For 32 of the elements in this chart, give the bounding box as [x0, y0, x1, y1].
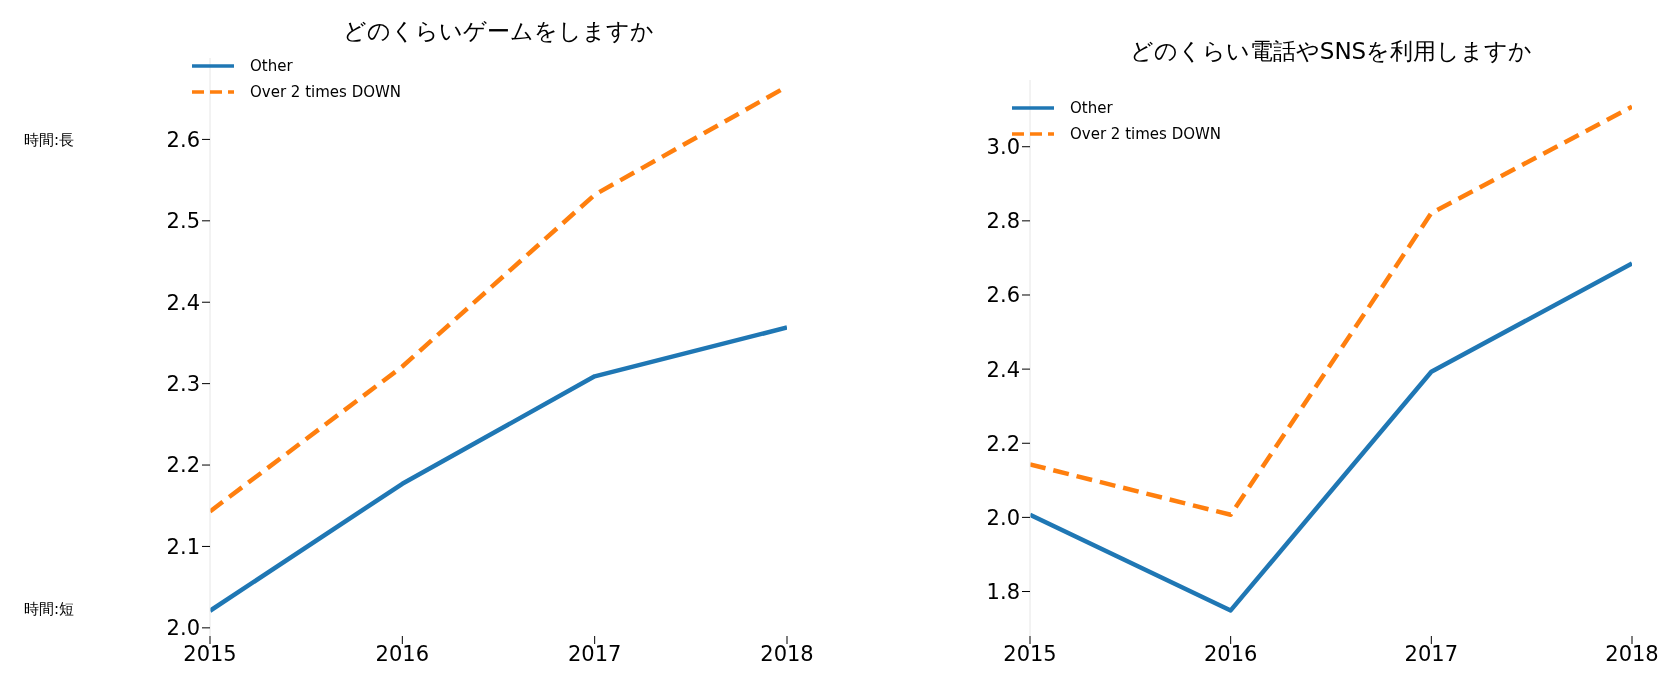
- line-series: [1030, 261, 1632, 613]
- x-tick-label: 2015: [1003, 641, 1057, 666]
- legend-label: Other: [250, 57, 293, 75]
- y-tick-label: 2.2: [986, 431, 1020, 456]
- text: 時間:短: [24, 599, 75, 619]
- y-tick-label: 2.1: [166, 534, 200, 559]
- x-tick-label: 2016: [1203, 641, 1258, 666]
- y-tick-label: 2.5: [166, 209, 200, 234]
- y-tick-label: 1.8: [986, 579, 1020, 604]
- y-tick-label: 2.0: [166, 616, 200, 641]
- x-tick-label: 2017: [1404, 641, 1459, 666]
- y-tick-label: 2.6: [986, 283, 1020, 308]
- y-tick-label: 2.3: [166, 372, 200, 397]
- x-tick-label: 2016: [375, 641, 430, 666]
- x-tick-label: 2018: [760, 641, 814, 666]
- chart-title: どのくらい電話やSNSを利用しますか: [1128, 37, 1534, 66]
- chart-title: どのくらいゲームをしますか: [342, 17, 655, 46]
- legend-label: Over 2 times DOWN: [1070, 125, 1222, 143]
- text: 時間:長: [24, 131, 75, 151]
- x-tick-label: 2018: [1605, 641, 1659, 666]
- y-tick-label: 2.2: [166, 453, 200, 478]
- y-tick-label: 2.6: [166, 127, 200, 152]
- legend-label: Over 2 times DOWN: [250, 83, 402, 101]
- y-tick-label: 2.4: [986, 357, 1020, 382]
- x-tick-label: 2015: [183, 641, 237, 666]
- y-tick-label: 2.8: [986, 209, 1020, 234]
- y-tick-label: 3.0: [986, 135, 1020, 160]
- line-series: [210, 325, 787, 614]
- y-tick-label: 2.0: [986, 505, 1020, 530]
- y-tick-label: 2.4: [166, 290, 200, 315]
- x-tick-label: 2017: [567, 641, 622, 666]
- legend-label: Other: [1070, 99, 1113, 117]
